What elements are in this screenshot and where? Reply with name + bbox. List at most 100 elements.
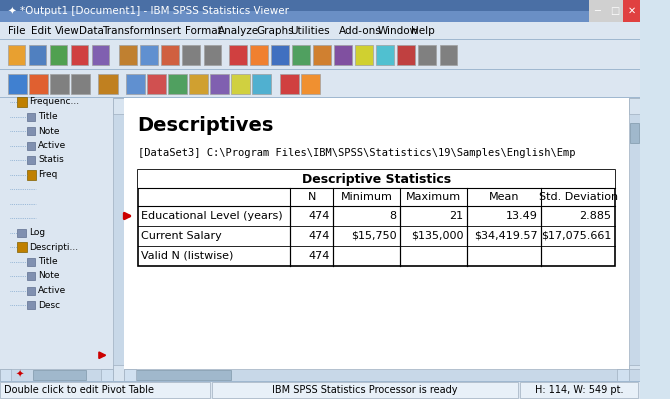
Bar <box>71 45 88 65</box>
Bar <box>17 229 26 237</box>
Text: Double click to edit Pivot Table: Double click to edit Pivot Table <box>4 385 154 395</box>
Bar <box>377 45 394 65</box>
Text: 474: 474 <box>308 251 330 261</box>
Bar <box>588 0 606 22</box>
Text: 13.49: 13.49 <box>506 211 537 221</box>
Bar <box>0 39 640 40</box>
Text: ✕: ✕ <box>628 6 636 16</box>
Text: Current Salary: Current Salary <box>141 231 222 241</box>
Bar <box>27 257 36 265</box>
Bar <box>92 45 109 65</box>
Text: $17,075.661: $17,075.661 <box>541 231 612 241</box>
Bar <box>251 45 267 65</box>
Text: Descriptives: Descriptives <box>137 116 274 135</box>
Bar <box>124 369 640 381</box>
Text: Valid N (listwise): Valid N (listwise) <box>141 251 234 261</box>
Bar <box>301 74 320 94</box>
Bar <box>17 242 27 252</box>
Bar <box>17 97 27 107</box>
Bar <box>119 45 137 65</box>
Text: Title: Title <box>38 112 58 121</box>
Text: Data: Data <box>79 26 104 36</box>
Bar <box>124 369 135 381</box>
Text: Graphs: Graphs <box>257 26 294 36</box>
Text: Std. Deviation: Std. Deviation <box>539 192 618 202</box>
Bar <box>50 45 67 65</box>
Text: $135,000: $135,000 <box>411 231 464 241</box>
Bar <box>27 127 36 135</box>
Text: Title: Title <box>38 257 58 266</box>
Bar <box>27 113 36 120</box>
Bar <box>0 40 640 70</box>
Text: Window: Window <box>378 26 419 36</box>
Text: Help: Help <box>411 26 435 36</box>
Text: Active: Active <box>38 141 66 150</box>
Bar <box>101 369 113 381</box>
Text: Maximum: Maximum <box>406 192 462 202</box>
Text: □: □ <box>610 6 619 16</box>
Text: Transform: Transform <box>103 26 155 36</box>
Text: Active: Active <box>38 286 66 295</box>
Text: Insert: Insert <box>151 26 181 36</box>
Bar <box>271 45 289 65</box>
Bar <box>113 98 124 381</box>
Text: Format: Format <box>185 26 221 36</box>
Bar <box>126 74 145 94</box>
Bar <box>0 69 640 70</box>
Bar <box>334 45 352 65</box>
Bar <box>182 45 200 65</box>
Bar <box>212 382 518 398</box>
Text: Edit: Edit <box>31 26 52 36</box>
Text: Statis: Statis <box>38 156 64 164</box>
Bar <box>7 74 27 94</box>
Bar <box>0 22 640 40</box>
Bar <box>189 74 208 94</box>
Text: $15,750: $15,750 <box>351 231 397 241</box>
Bar <box>419 45 436 65</box>
Text: Freq: Freq <box>38 170 58 179</box>
Text: Desc: Desc <box>38 300 60 310</box>
Bar <box>0 11 640 22</box>
Bar <box>229 45 247 65</box>
Bar <box>71 74 90 94</box>
Bar <box>210 74 229 94</box>
Bar <box>292 45 310 65</box>
Text: Minimum: Minimum <box>341 192 393 202</box>
Bar <box>606 0 623 22</box>
Bar <box>29 45 46 65</box>
Bar <box>204 45 220 65</box>
Bar <box>34 370 86 380</box>
Bar <box>252 74 271 94</box>
Bar <box>113 365 124 381</box>
Text: Utilities: Utilities <box>291 26 330 36</box>
Bar <box>137 170 615 266</box>
Bar <box>147 74 166 94</box>
Text: ✦: ✦ <box>15 370 23 380</box>
Text: ─: ─ <box>594 6 600 16</box>
Bar <box>113 98 124 114</box>
Text: 2.885: 2.885 <box>580 211 612 221</box>
Bar <box>520 382 639 398</box>
Bar <box>0 369 113 381</box>
Text: 474: 474 <box>308 211 330 221</box>
Bar <box>27 156 36 164</box>
Bar <box>27 301 36 309</box>
Bar <box>137 170 615 188</box>
FancyBboxPatch shape <box>0 0 640 22</box>
Bar <box>628 98 640 114</box>
Text: Frequenc...: Frequenc... <box>29 97 79 107</box>
Text: Note: Note <box>38 126 60 136</box>
Bar <box>628 98 640 381</box>
Bar <box>0 382 210 398</box>
Bar <box>630 123 639 143</box>
Bar <box>161 45 179 65</box>
Bar <box>355 45 373 65</box>
Text: Educational Level (years): Educational Level (years) <box>141 211 283 221</box>
Bar <box>0 381 640 382</box>
Bar <box>0 98 124 381</box>
Text: 8: 8 <box>389 211 397 221</box>
Text: 474: 474 <box>308 231 330 241</box>
Text: Note: Note <box>38 271 60 280</box>
Bar <box>397 45 415 65</box>
Bar <box>98 74 117 94</box>
